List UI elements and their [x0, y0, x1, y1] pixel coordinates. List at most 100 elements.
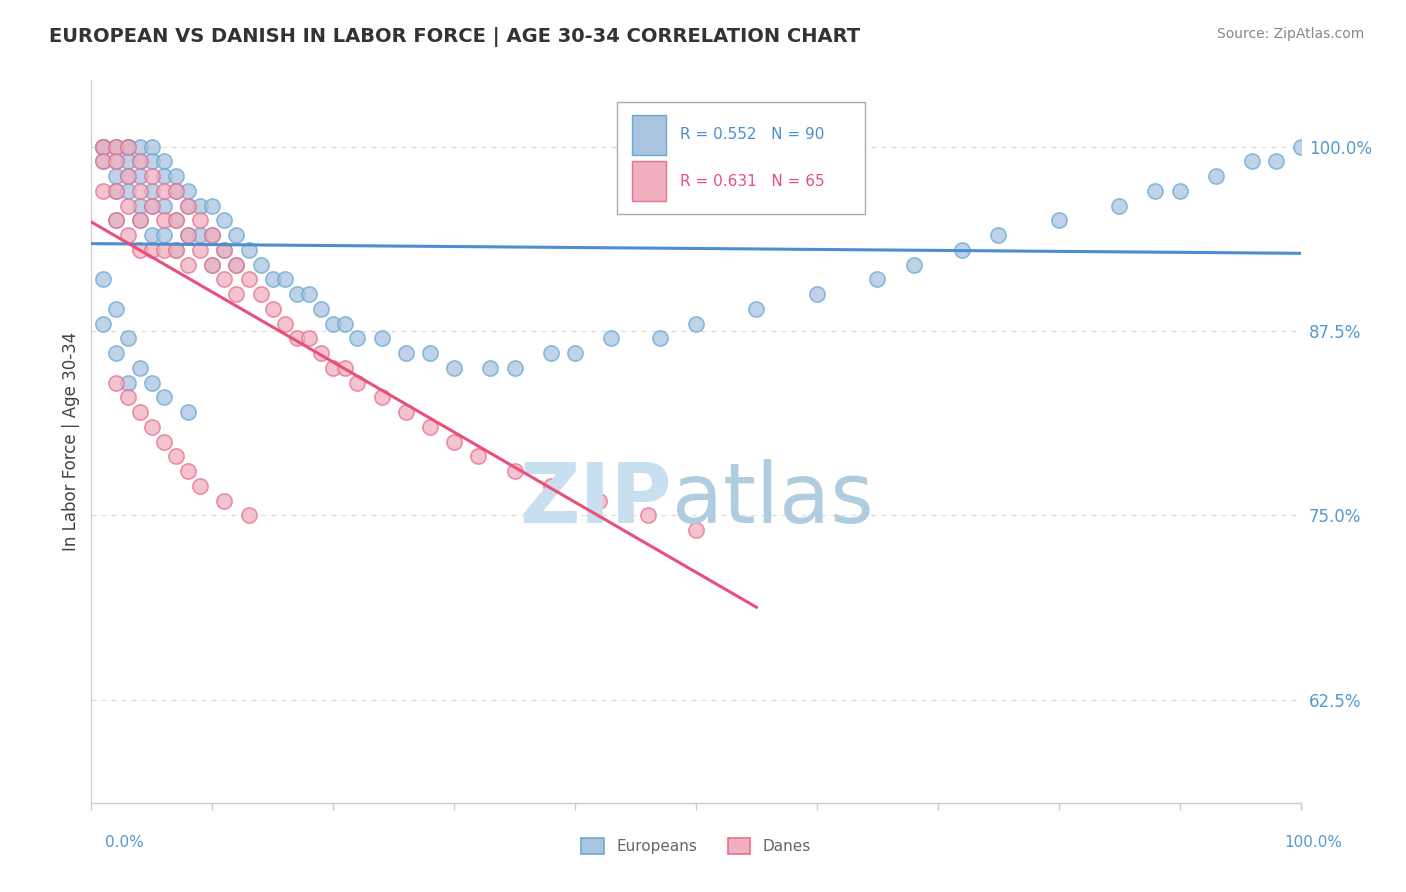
Point [165, 213, 187, 227]
Point [104, 139, 127, 153]
Point [238, 272, 260, 286]
Point [1144, 184, 1167, 198]
Point [141, 139, 163, 153]
Point [201, 258, 224, 272]
Point [104, 184, 127, 198]
Point [128, 213, 150, 227]
Point [165, 450, 187, 464]
Point [467, 450, 489, 464]
Point [104, 376, 127, 390]
Point [309, 301, 332, 316]
Point [128, 213, 150, 227]
Point [214, 272, 236, 286]
Point [950, 243, 973, 257]
Point [165, 213, 187, 227]
Point [346, 331, 368, 345]
Point [188, 243, 211, 257]
Point [117, 390, 139, 404]
Point [1289, 139, 1312, 153]
Point [128, 154, 150, 169]
Point [479, 360, 502, 375]
Point [648, 331, 671, 345]
Point [117, 228, 139, 243]
Point [188, 479, 211, 493]
Point [395, 346, 418, 360]
Point [225, 228, 247, 243]
Point [141, 228, 163, 243]
Point [249, 258, 271, 272]
Point [128, 169, 150, 183]
Point [93, 154, 115, 169]
Point [395, 405, 418, 419]
Point [685, 523, 707, 537]
Point [285, 287, 308, 301]
Point [117, 154, 139, 169]
Point [128, 360, 150, 375]
Point [165, 243, 187, 257]
Point [564, 346, 586, 360]
Point [93, 139, 115, 153]
Point [141, 243, 163, 257]
Point [104, 154, 127, 169]
Point [141, 184, 163, 198]
Point [262, 272, 284, 286]
Point [153, 154, 176, 169]
Point [93, 139, 115, 153]
Point [104, 213, 127, 227]
Point [153, 169, 176, 183]
Point [165, 243, 187, 257]
Point [117, 199, 139, 213]
Text: Source: ZipAtlas.com: Source: ZipAtlas.com [1216, 27, 1364, 41]
Point [104, 169, 127, 183]
Point [93, 272, 115, 286]
Point [214, 493, 236, 508]
Point [225, 258, 247, 272]
Point [93, 154, 115, 169]
Point [249, 287, 271, 301]
Y-axis label: In Labor Force | Age 30-34: In Labor Force | Age 30-34 [62, 332, 80, 551]
Point [128, 199, 150, 213]
Point [153, 228, 176, 243]
Point [419, 346, 441, 360]
Point [298, 287, 321, 301]
Point [104, 346, 127, 360]
Point [866, 272, 889, 286]
Point [1168, 184, 1191, 198]
Point [104, 154, 127, 169]
Point [141, 376, 163, 390]
Point [540, 346, 562, 360]
Point [117, 376, 139, 390]
Point [153, 434, 176, 449]
Point [540, 479, 562, 493]
Point [201, 228, 224, 243]
Point [104, 139, 127, 153]
Point [117, 331, 139, 345]
Point [128, 139, 150, 153]
Point [117, 139, 139, 153]
Point [93, 139, 115, 153]
Point [104, 213, 127, 227]
Point [153, 390, 176, 404]
Point [806, 287, 828, 301]
Point [214, 213, 236, 227]
FancyBboxPatch shape [617, 102, 865, 214]
Point [1108, 199, 1130, 213]
Point [346, 376, 368, 390]
Point [93, 184, 115, 198]
Point [214, 243, 236, 257]
Point [419, 419, 441, 434]
Point [225, 287, 247, 301]
Point [503, 464, 526, 478]
Point [188, 213, 211, 227]
Point [274, 272, 297, 286]
Point [685, 317, 707, 331]
Text: 100.0%: 100.0% [1285, 836, 1343, 850]
Point [104, 139, 127, 153]
Point [165, 169, 187, 183]
Point [165, 184, 187, 198]
Text: 0.0%: 0.0% [105, 836, 145, 850]
Point [370, 331, 392, 345]
Text: atlas: atlas [672, 458, 873, 540]
Text: R = 0.552   N = 90: R = 0.552 N = 90 [681, 128, 825, 143]
Point [177, 464, 200, 478]
